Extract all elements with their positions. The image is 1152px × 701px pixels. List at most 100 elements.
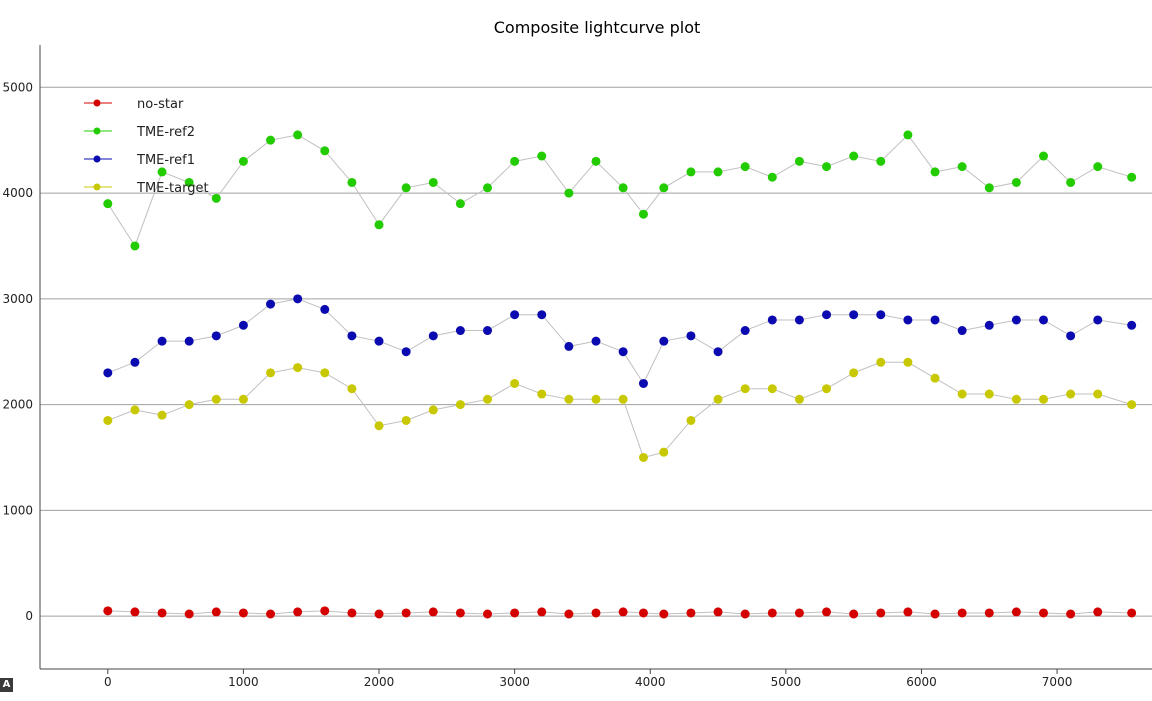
x-tick-label: 2000 xyxy=(364,675,395,689)
x-tick-label: 1000 xyxy=(228,675,259,689)
x-tick-label: 7000 xyxy=(1042,675,1073,689)
data-point xyxy=(428,405,438,415)
data-point xyxy=(564,394,574,404)
y-tick-label: 4000 xyxy=(2,186,33,200)
data-point xyxy=(876,357,886,367)
data-point xyxy=(266,368,276,378)
data-point xyxy=(591,394,601,404)
series-layer xyxy=(103,130,1137,619)
data-point xyxy=(930,315,940,325)
data-point xyxy=(984,183,994,193)
data-point xyxy=(564,609,574,619)
data-point xyxy=(157,336,167,346)
data-point xyxy=(157,410,167,420)
x-tick-label: 4000 xyxy=(635,675,666,689)
grid-lines xyxy=(40,86,1152,617)
data-point xyxy=(483,609,493,619)
data-point xyxy=(537,310,547,320)
data-point xyxy=(428,607,438,617)
data-point xyxy=(211,394,221,404)
data-point xyxy=(320,304,330,314)
data-point xyxy=(1066,389,1076,399)
corner-badge: A xyxy=(0,678,13,692)
legend[interactable]: no-star TME-ref2 TME-ref1 TME-target xyxy=(84,97,209,196)
data-point xyxy=(686,331,696,341)
data-point xyxy=(211,331,221,341)
data-point xyxy=(794,394,804,404)
legend-item[interactable]: TME-ref2 xyxy=(84,125,195,140)
data-point xyxy=(266,299,276,309)
data-point xyxy=(767,172,777,182)
data-point xyxy=(1011,177,1021,187)
legend-label: TME-ref2 xyxy=(136,125,195,140)
data-point xyxy=(767,384,777,394)
data-point xyxy=(638,608,648,618)
legend-item[interactable]: TME-ref1 xyxy=(84,153,195,168)
data-point xyxy=(293,363,303,373)
data-point xyxy=(184,336,194,346)
data-point xyxy=(266,609,276,619)
series-line xyxy=(107,298,1132,385)
data-point xyxy=(1093,607,1103,617)
data-point xyxy=(876,156,886,166)
legend-item[interactable]: no-star xyxy=(84,97,184,112)
data-point xyxy=(211,193,221,203)
y-tick-label: 5000 xyxy=(2,80,33,94)
legend-label: TME-target xyxy=(136,181,209,196)
x-tick-label: 5000 xyxy=(771,675,802,689)
data-point xyxy=(1039,608,1049,618)
data-point xyxy=(930,373,940,383)
data-point xyxy=(510,310,520,320)
data-point xyxy=(374,609,384,619)
data-point xyxy=(591,608,601,618)
data-point xyxy=(957,326,967,336)
data-point xyxy=(238,320,248,330)
data-point xyxy=(849,310,859,320)
series-TME-ref1 xyxy=(103,294,1137,388)
data-point xyxy=(293,294,303,304)
data-point xyxy=(103,606,113,616)
data-point xyxy=(1039,394,1049,404)
legend-label: TME-ref1 xyxy=(136,153,195,168)
data-point xyxy=(510,608,520,618)
data-point xyxy=(510,156,520,166)
data-point xyxy=(564,341,574,351)
data-point xyxy=(1127,172,1137,182)
data-point xyxy=(401,608,411,618)
data-point xyxy=(984,608,994,618)
legend-item[interactable]: TME-target xyxy=(84,181,209,196)
data-point xyxy=(1011,607,1021,617)
data-point xyxy=(740,162,750,172)
y-tick-label: 0 xyxy=(25,609,33,623)
data-point xyxy=(903,357,913,367)
data-point xyxy=(794,156,804,166)
data-point xyxy=(713,394,723,404)
data-point xyxy=(876,310,886,320)
data-point xyxy=(130,357,140,367)
data-point xyxy=(822,384,832,394)
data-point xyxy=(740,384,750,394)
series-no-star xyxy=(103,606,1137,619)
y-tick-label: 2000 xyxy=(2,398,33,412)
data-point xyxy=(374,421,384,431)
data-point xyxy=(659,183,669,193)
data-point xyxy=(822,162,832,172)
data-point xyxy=(537,607,547,617)
data-point xyxy=(347,331,357,341)
data-point xyxy=(103,415,113,425)
data-point xyxy=(618,607,628,617)
data-point xyxy=(293,130,303,140)
data-point xyxy=(1093,315,1103,325)
legend-marker xyxy=(93,155,101,163)
data-point xyxy=(130,607,140,617)
data-point xyxy=(849,368,859,378)
data-point xyxy=(1066,177,1076,187)
data-point xyxy=(238,394,248,404)
data-point xyxy=(984,389,994,399)
data-point xyxy=(455,326,465,336)
data-point xyxy=(510,378,520,388)
data-point xyxy=(320,368,330,378)
chart-title: Composite lightcurve plot xyxy=(494,18,701,37)
data-point xyxy=(184,400,194,410)
